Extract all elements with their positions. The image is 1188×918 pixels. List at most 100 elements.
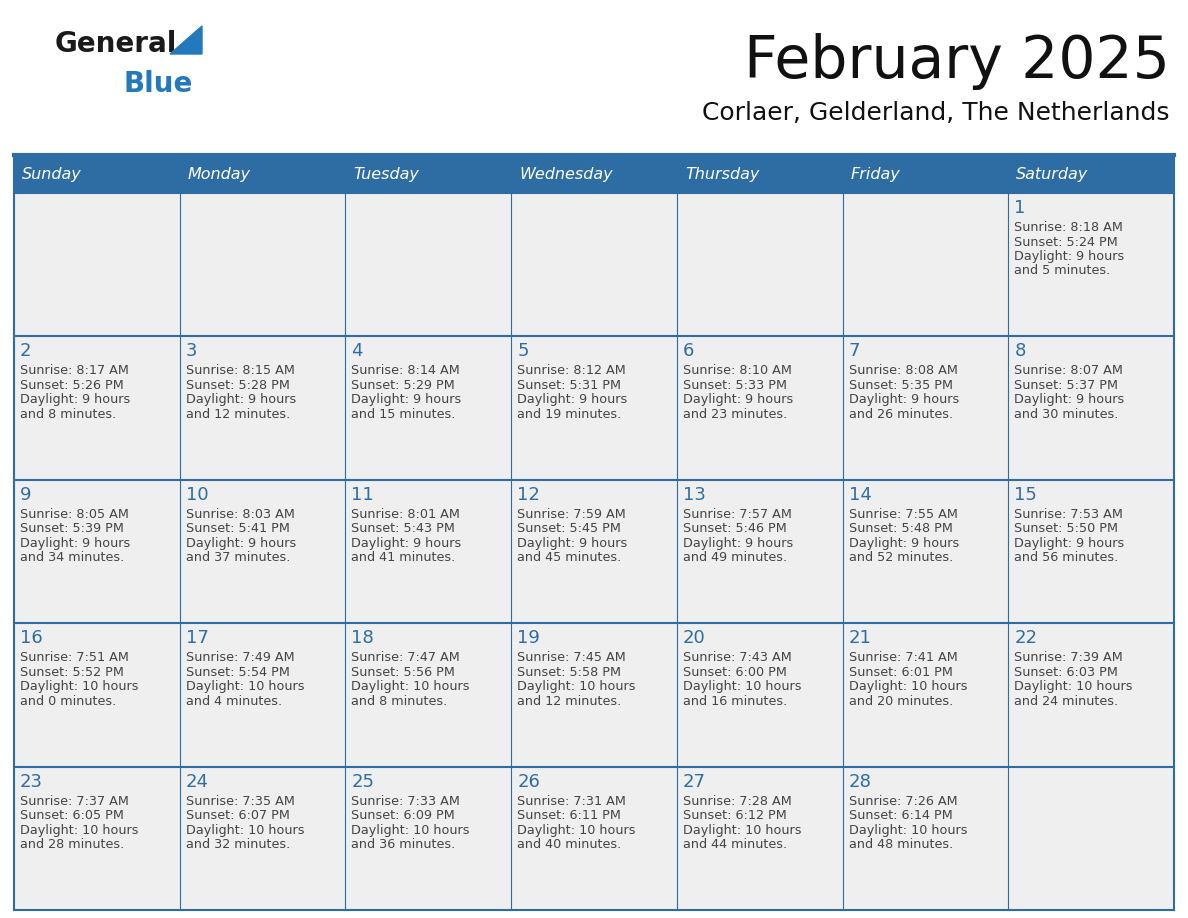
Text: Sunrise: 8:15 AM: Sunrise: 8:15 AM: [185, 364, 295, 377]
Text: and 23 minutes.: and 23 minutes.: [683, 408, 788, 420]
Text: Sunset: 5:46 PM: Sunset: 5:46 PM: [683, 522, 786, 535]
Text: Daylight: 10 hours: Daylight: 10 hours: [517, 823, 636, 836]
Text: 25: 25: [352, 773, 374, 790]
Text: 27: 27: [683, 773, 706, 790]
Text: General: General: [55, 30, 177, 58]
Text: and 41 minutes.: and 41 minutes.: [352, 552, 456, 565]
Bar: [346, 193, 511, 336]
Text: Sunrise: 7:55 AM: Sunrise: 7:55 AM: [848, 508, 958, 521]
Text: Daylight: 10 hours: Daylight: 10 hours: [20, 823, 139, 836]
Text: Daylight: 9 hours: Daylight: 9 hours: [1015, 537, 1125, 550]
Bar: [179, 480, 346, 623]
Text: and 44 minutes.: and 44 minutes.: [683, 838, 786, 851]
Text: 24: 24: [185, 773, 209, 790]
Bar: [346, 336, 511, 480]
Text: Daylight: 9 hours: Daylight: 9 hours: [1015, 394, 1125, 407]
Text: 22: 22: [1015, 629, 1037, 647]
Text: Sunrise: 8:05 AM: Sunrise: 8:05 AM: [20, 508, 128, 521]
Text: Sunset: 5:56 PM: Sunset: 5:56 PM: [352, 666, 455, 678]
Text: Daylight: 10 hours: Daylight: 10 hours: [185, 823, 304, 836]
Text: Daylight: 9 hours: Daylight: 9 hours: [517, 537, 627, 550]
Bar: [842, 193, 1009, 336]
Bar: [14, 623, 179, 767]
Bar: [179, 193, 346, 336]
Text: and 49 minutes.: and 49 minutes.: [683, 552, 786, 565]
Text: Daylight: 9 hours: Daylight: 9 hours: [683, 394, 794, 407]
Text: 4: 4: [352, 342, 362, 361]
Bar: [346, 480, 511, 623]
Text: and 26 minutes.: and 26 minutes.: [848, 408, 953, 420]
Text: Friday: Friday: [851, 166, 901, 182]
Text: Tuesday: Tuesday: [353, 166, 419, 182]
Text: and 52 minutes.: and 52 minutes.: [848, 552, 953, 565]
Text: Daylight: 9 hours: Daylight: 9 hours: [20, 394, 131, 407]
Text: Sunrise: 8:07 AM: Sunrise: 8:07 AM: [1015, 364, 1123, 377]
Text: and 34 minutes.: and 34 minutes.: [20, 552, 125, 565]
Text: Daylight: 9 hours: Daylight: 9 hours: [185, 537, 296, 550]
Text: and 0 minutes.: and 0 minutes.: [20, 695, 116, 708]
Text: Sunset: 5:52 PM: Sunset: 5:52 PM: [20, 666, 124, 678]
Text: Sunday: Sunday: [23, 166, 82, 182]
Text: Daylight: 10 hours: Daylight: 10 hours: [683, 680, 802, 693]
Text: Daylight: 10 hours: Daylight: 10 hours: [517, 680, 636, 693]
Bar: [842, 767, 1009, 910]
Text: Sunset: 5:41 PM: Sunset: 5:41 PM: [185, 522, 290, 535]
Bar: [346, 155, 511, 193]
Text: Sunrise: 7:37 AM: Sunrise: 7:37 AM: [20, 795, 128, 808]
Bar: [511, 155, 677, 193]
Text: Sunset: 5:28 PM: Sunset: 5:28 PM: [185, 379, 290, 392]
Bar: [179, 155, 346, 193]
Text: Sunrise: 8:08 AM: Sunrise: 8:08 AM: [848, 364, 958, 377]
Text: 28: 28: [848, 773, 872, 790]
Text: Sunrise: 7:45 AM: Sunrise: 7:45 AM: [517, 651, 626, 665]
Bar: [14, 480, 179, 623]
Text: Sunset: 6:07 PM: Sunset: 6:07 PM: [185, 809, 290, 823]
Text: 19: 19: [517, 629, 541, 647]
Text: Daylight: 10 hours: Daylight: 10 hours: [848, 680, 967, 693]
Bar: [14, 336, 179, 480]
Text: Daylight: 10 hours: Daylight: 10 hours: [20, 680, 139, 693]
Text: 9: 9: [20, 486, 32, 504]
Text: 12: 12: [517, 486, 541, 504]
Text: 7: 7: [848, 342, 860, 361]
Text: Sunset: 5:31 PM: Sunset: 5:31 PM: [517, 379, 621, 392]
Bar: [677, 155, 842, 193]
Bar: [1009, 155, 1174, 193]
Text: Sunset: 5:37 PM: Sunset: 5:37 PM: [1015, 379, 1118, 392]
Text: Sunset: 5:33 PM: Sunset: 5:33 PM: [683, 379, 786, 392]
Text: and 19 minutes.: and 19 minutes.: [517, 408, 621, 420]
Bar: [179, 767, 346, 910]
Text: Daylight: 9 hours: Daylight: 9 hours: [848, 394, 959, 407]
Text: Wednesday: Wednesday: [519, 166, 613, 182]
Text: Sunset: 6:01 PM: Sunset: 6:01 PM: [848, 666, 953, 678]
Text: Sunset: 6:11 PM: Sunset: 6:11 PM: [517, 809, 621, 823]
Text: and 4 minutes.: and 4 minutes.: [185, 695, 282, 708]
Text: Daylight: 9 hours: Daylight: 9 hours: [683, 537, 794, 550]
Bar: [1009, 193, 1174, 336]
Text: Sunrise: 7:59 AM: Sunrise: 7:59 AM: [517, 508, 626, 521]
Bar: [14, 193, 179, 336]
Text: 18: 18: [352, 629, 374, 647]
Text: Daylight: 10 hours: Daylight: 10 hours: [848, 823, 967, 836]
Text: and 40 minutes.: and 40 minutes.: [517, 838, 621, 851]
Text: and 56 minutes.: and 56 minutes.: [1015, 552, 1119, 565]
Text: Daylight: 9 hours: Daylight: 9 hours: [352, 394, 462, 407]
Text: 26: 26: [517, 773, 541, 790]
Text: and 12 minutes.: and 12 minutes.: [185, 408, 290, 420]
Text: Sunrise: 7:35 AM: Sunrise: 7:35 AM: [185, 795, 295, 808]
Text: Sunrise: 7:33 AM: Sunrise: 7:33 AM: [352, 795, 460, 808]
Text: Sunrise: 8:17 AM: Sunrise: 8:17 AM: [20, 364, 128, 377]
Text: 20: 20: [683, 629, 706, 647]
Text: 8: 8: [1015, 342, 1025, 361]
Text: 15: 15: [1015, 486, 1037, 504]
Text: 5: 5: [517, 342, 529, 361]
Text: and 5 minutes.: and 5 minutes.: [1015, 264, 1111, 277]
Text: Sunset: 6:03 PM: Sunset: 6:03 PM: [1015, 666, 1118, 678]
Text: and 8 minutes.: and 8 minutes.: [20, 408, 116, 420]
Text: Monday: Monday: [188, 166, 251, 182]
Text: Sunrise: 7:31 AM: Sunrise: 7:31 AM: [517, 795, 626, 808]
Text: Daylight: 10 hours: Daylight: 10 hours: [185, 680, 304, 693]
Text: Sunrise: 8:12 AM: Sunrise: 8:12 AM: [517, 364, 626, 377]
Text: Thursday: Thursday: [684, 166, 759, 182]
Bar: [511, 336, 677, 480]
